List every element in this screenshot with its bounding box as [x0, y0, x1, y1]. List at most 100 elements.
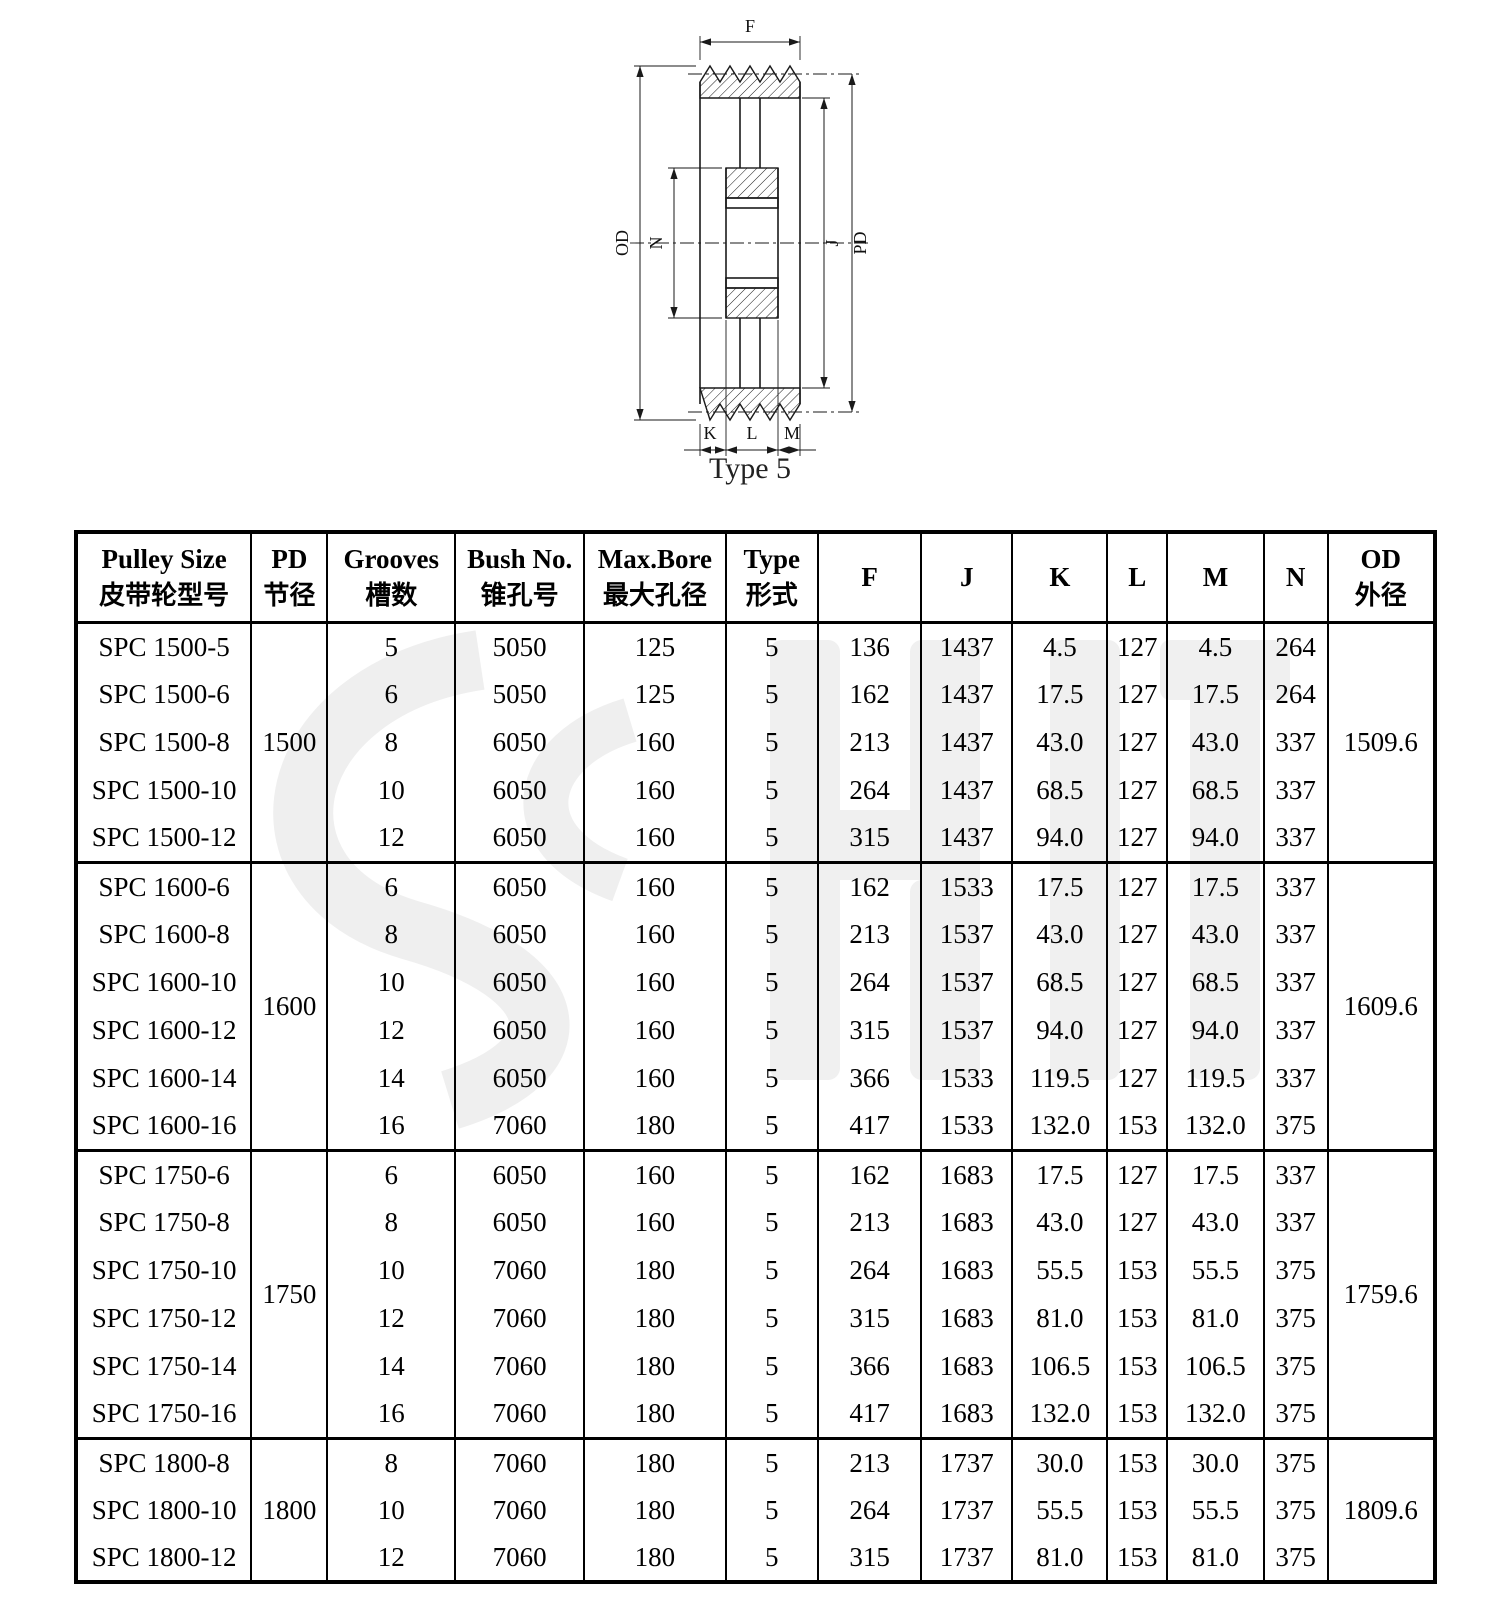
- dim-label-j: J: [822, 239, 842, 246]
- cell-m: 17.5: [1166, 1148, 1265, 1198]
- col-header-grooves: Grooves 槽数: [326, 532, 457, 624]
- cell-size: SPC 1500-8: [74, 718, 253, 766]
- cell-m: 94.0: [1166, 814, 1265, 862]
- cell-j: 1683: [920, 1390, 1014, 1438]
- hub-bottom-section: [725, 287, 779, 319]
- cell-size: SPC 1600-6: [74, 860, 253, 910]
- cell-n: 375: [1262, 1390, 1329, 1438]
- cell-max_bore: 160: [583, 1054, 727, 1102]
- cell-type: 5: [724, 1294, 819, 1342]
- cell-max_bore: 160: [583, 1198, 727, 1246]
- cell-f: 315: [816, 1534, 923, 1582]
- cell-size: SPC 1750-16: [74, 1390, 253, 1438]
- cell-max_bore: 160: [583, 814, 727, 862]
- cell-bush: 6050: [454, 1006, 586, 1054]
- cell-m: 81.0: [1166, 1534, 1265, 1582]
- cell-size: SPC 1600-16: [74, 1102, 253, 1150]
- dim-label-m: M: [784, 423, 800, 443]
- cell-f: 264: [816, 1486, 923, 1534]
- cell-grooves: 16: [326, 1102, 457, 1150]
- cell-size: SPC 1750-8: [74, 1198, 253, 1246]
- table-row: SPC 1800-8 1800 8 7060 180 5 213 1737 30.0 153 30.…: [74, 1436, 1437, 1582]
- cell-type: 5: [724, 620, 819, 670]
- cell-k: 132.0: [1011, 1390, 1109, 1438]
- cell-f: 264: [816, 1246, 923, 1294]
- cell-grooves: 6: [326, 670, 457, 718]
- cell-f: 315: [816, 1006, 923, 1054]
- cell-pd: 1800: [250, 1436, 329, 1582]
- cell-n: 375: [1262, 1102, 1329, 1150]
- cell-n: 337: [1262, 814, 1329, 862]
- cell-j: 1437: [920, 670, 1014, 718]
- cell-n: 264: [1262, 620, 1329, 670]
- cell-n: 375: [1262, 1486, 1329, 1534]
- cell-f: 366: [816, 1054, 923, 1102]
- cell-l: 153: [1106, 1246, 1169, 1294]
- table-row: SPC 1750-12 12 7060 180 5 315 1683 81.0 153 81.0 3…: [74, 1294, 1435, 1342]
- cell-grooves: 8: [326, 910, 457, 958]
- cell-f: 417: [816, 1102, 923, 1150]
- table-row: SPC 1500-5 1500 5 5050 125 5 136 1437 4.5 127 4.5 2…: [74, 620, 1437, 862]
- cell-f: 264: [816, 766, 923, 814]
- table-row: SPC 1600-16 16 7060 180 5 417 1533 132.0 153 132.…: [74, 1102, 1435, 1150]
- cell-type: 5: [724, 958, 819, 1006]
- cell-n: 337: [1262, 1054, 1329, 1102]
- cell-grooves: 14: [326, 1054, 457, 1102]
- cell-m: 68.5: [1166, 958, 1265, 1006]
- cell-size: SPC 1500-10: [74, 766, 253, 814]
- cell-n: 337: [1262, 958, 1329, 1006]
- cell-bush: 5050: [454, 670, 586, 718]
- cell-bush: 7060: [454, 1390, 586, 1438]
- cell-max_bore: 180: [583, 1486, 727, 1534]
- cell-grooves: 6: [326, 860, 457, 910]
- cell-grooves: 10: [326, 1486, 457, 1534]
- cell-type: 5: [724, 1342, 819, 1390]
- cell-pd: 1500: [250, 620, 329, 862]
- table-row: SPC 1600-8 8 6050 160 5 213 1537 43.0 127 43.0 337: [74, 910, 1435, 958]
- cell-f: 213: [816, 1436, 923, 1486]
- cell-type: 5: [724, 1486, 819, 1534]
- cell-n: 375: [1262, 1436, 1329, 1486]
- cell-max_bore: 160: [583, 1148, 727, 1198]
- cell-od: 1759.6: [1326, 1148, 1437, 1438]
- table-row: SPC 1800-12 12 7060 180 5 315 1737 81.0 153 81.0 3…: [74, 1534, 1435, 1582]
- cell-bush: 6050: [454, 958, 586, 1006]
- cell-type: 5: [724, 1246, 819, 1294]
- cell-max_bore: 180: [583, 1102, 727, 1150]
- cell-n: 337: [1262, 1148, 1329, 1198]
- cell-max_bore: 180: [583, 1246, 727, 1294]
- cell-f: 264: [816, 958, 923, 1006]
- cell-type: 5: [724, 1006, 819, 1054]
- cell-grooves: 10: [326, 958, 457, 1006]
- cell-l: 127: [1106, 1054, 1169, 1102]
- cell-m: 43.0: [1166, 1198, 1265, 1246]
- cell-l: 127: [1106, 1006, 1169, 1054]
- cell-k: 55.5: [1011, 1246, 1109, 1294]
- cell-j: 1437: [920, 766, 1014, 814]
- cell-j: 1737: [920, 1486, 1014, 1534]
- cell-k: 106.5: [1011, 1342, 1109, 1390]
- cell-bush: 6050: [454, 1148, 586, 1198]
- cell-l: 127: [1106, 958, 1169, 1006]
- cell-type: 5: [724, 670, 819, 718]
- col-header-bush-no: Bush No. 锥孔号: [454, 532, 586, 624]
- cell-l: 127: [1106, 718, 1169, 766]
- cell-od: 1609.6: [1326, 860, 1437, 1150]
- cell-grooves: 8: [326, 1436, 457, 1486]
- cell-n: 375: [1262, 1342, 1329, 1390]
- dim-label-n: N: [646, 237, 666, 250]
- cell-grooves: 6: [326, 1148, 457, 1198]
- cell-k: 55.5: [1011, 1486, 1109, 1534]
- cell-j: 1437: [920, 620, 1014, 670]
- cell-j: 1737: [920, 1534, 1014, 1582]
- table-row: SPC 1750-8 8 6050 160 5 213 1683 43.0 127 43.0 337: [74, 1198, 1435, 1246]
- cell-m: 119.5: [1166, 1054, 1265, 1102]
- cell-f: 417: [816, 1390, 923, 1438]
- rim-bottom-section: [699, 387, 801, 422]
- cell-bush: 6050: [454, 814, 586, 862]
- cell-f: 366: [816, 1342, 923, 1390]
- cell-k: 17.5: [1011, 1148, 1109, 1198]
- col-header-pd: PD 节径: [250, 532, 329, 624]
- table-body: SPC 1500-5 1500 5 5050 125 5 136 1437 4.5 127 4.5 2…: [74, 620, 1437, 1582]
- cell-f: 315: [816, 1294, 923, 1342]
